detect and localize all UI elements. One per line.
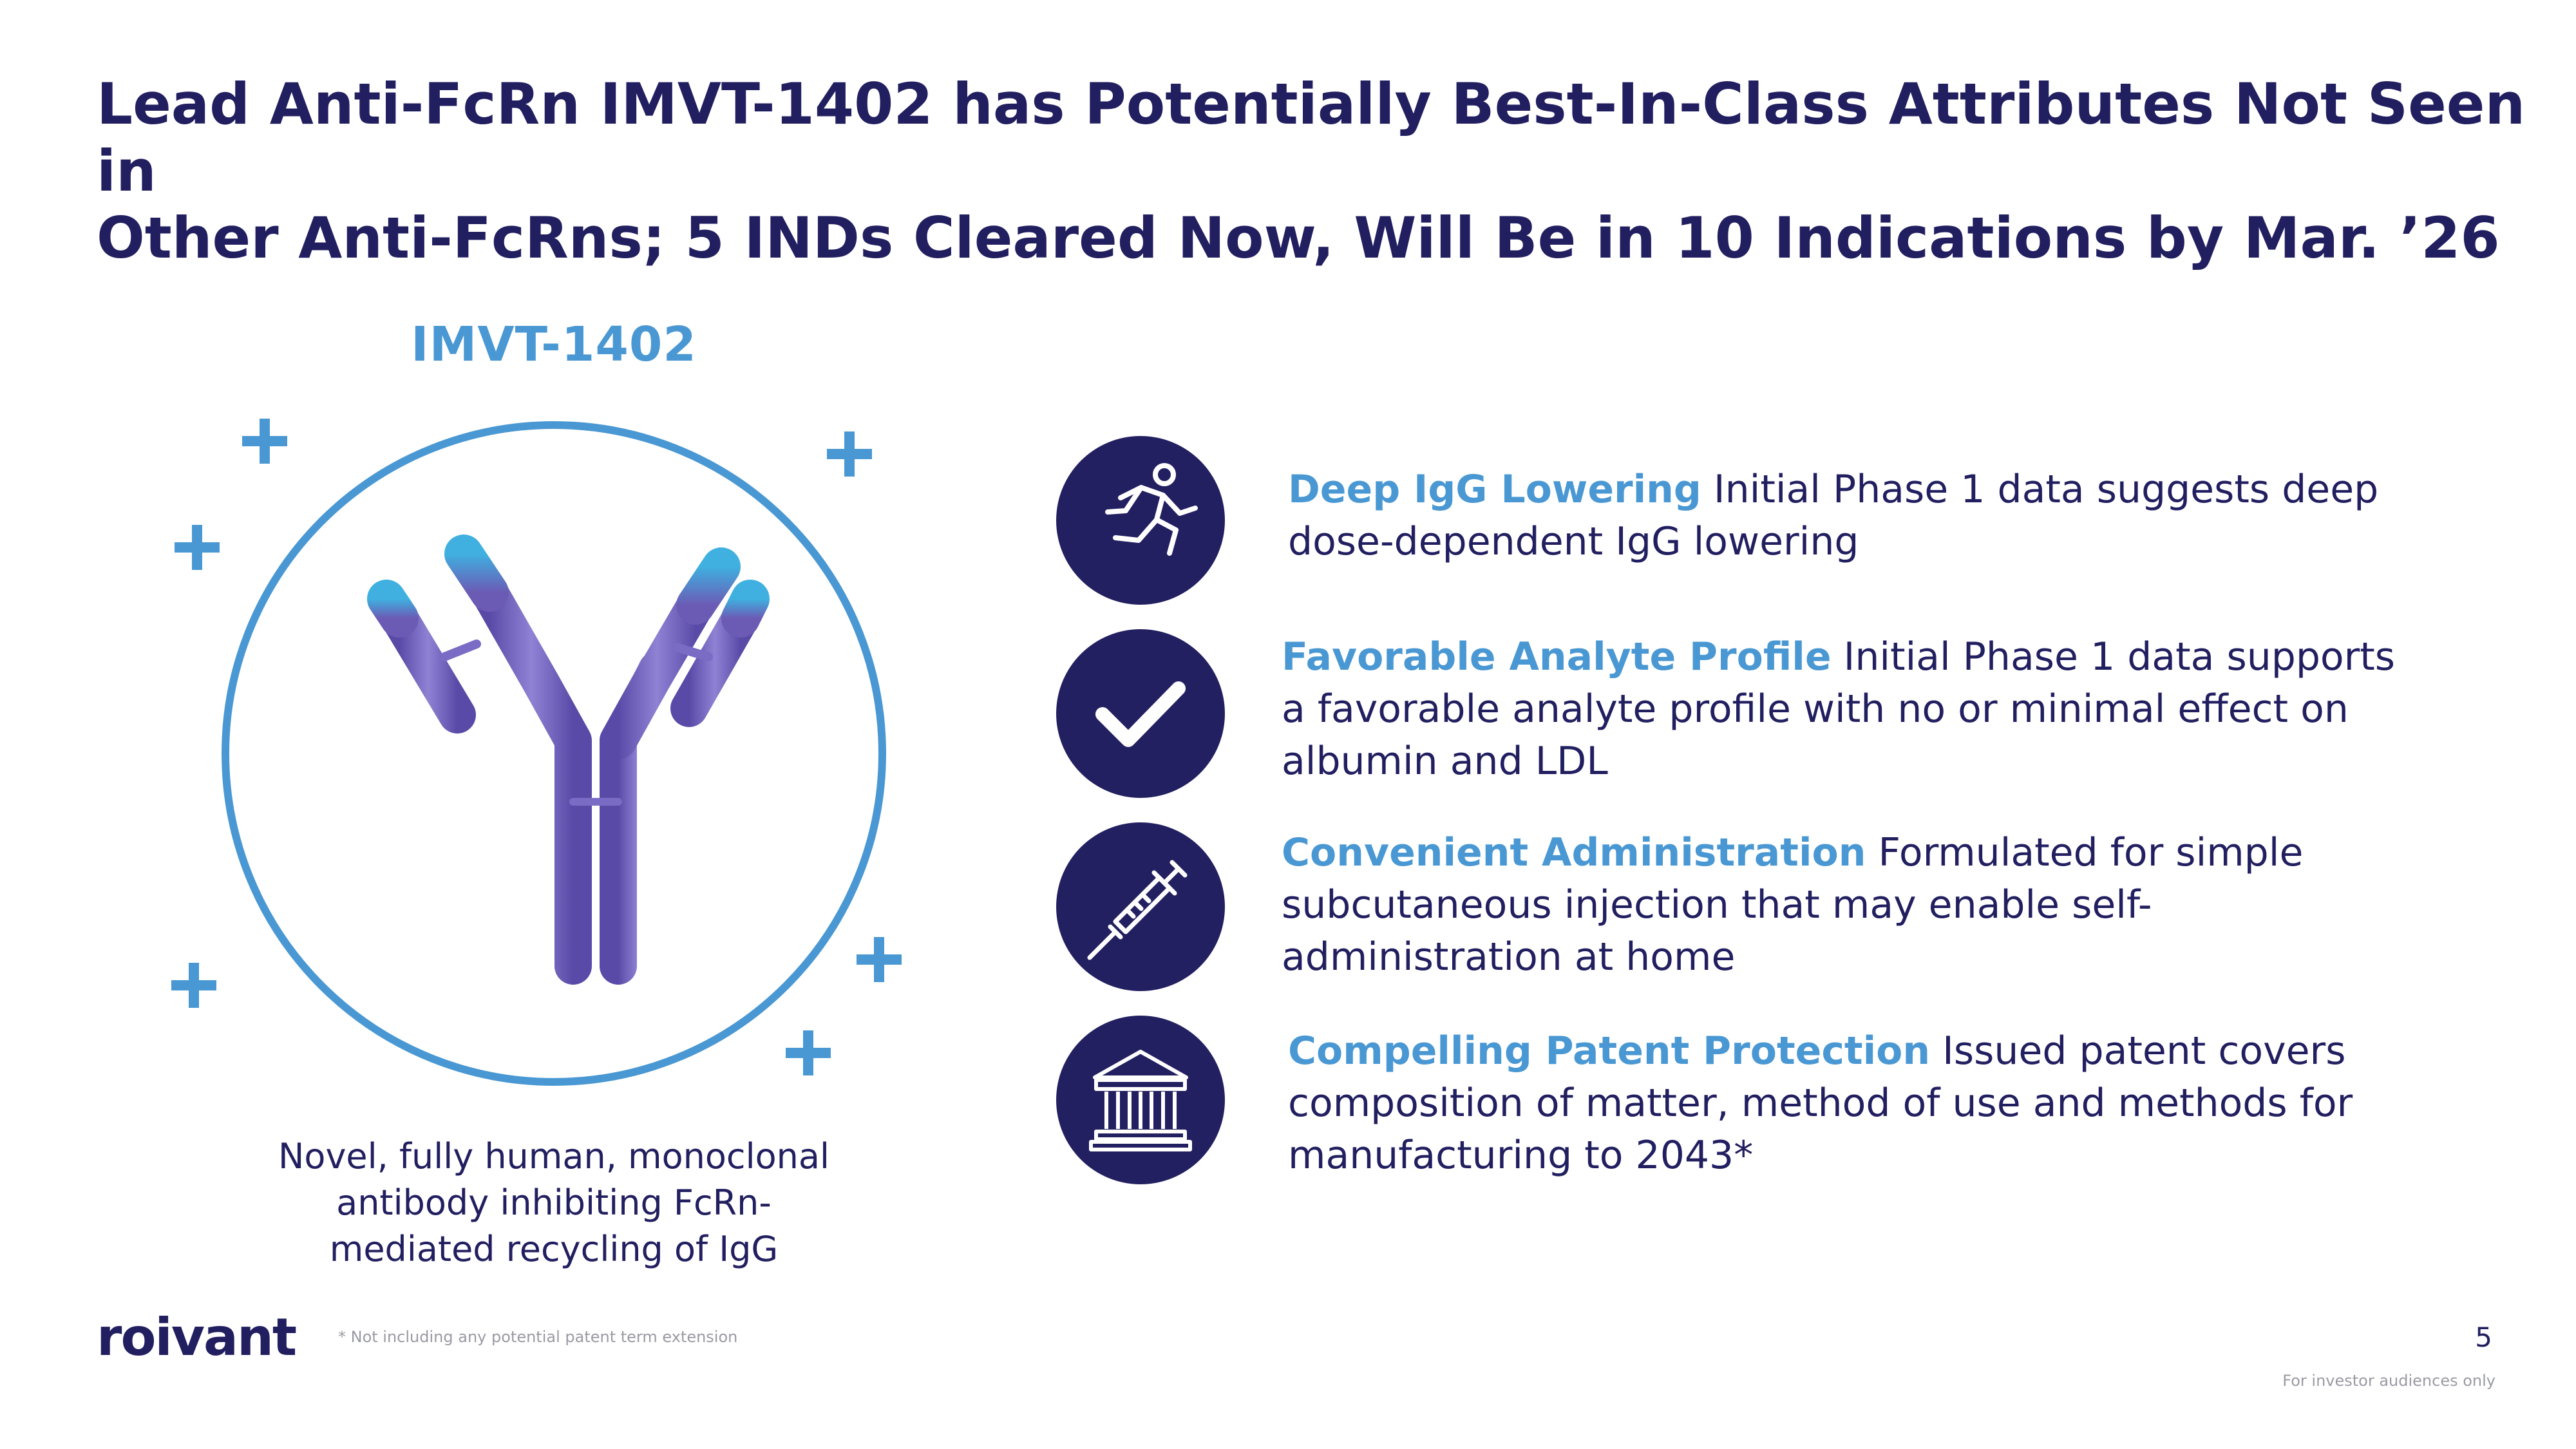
running-person-icon: [1105, 463, 1198, 556]
page-number: 5: [2475, 1321, 2492, 1353]
feature-patent-protection: Compelling Patent Protection Issued pate…: [1288, 1025, 2353, 1182]
feature-line: composition of matter, method of use and…: [1288, 1081, 2353, 1126]
feature-analyte-profile: Favorable Analyte Profile Initial Phase …: [1282, 631, 2395, 788]
hero-caption: Novel, fully human, monoclonal antibody …: [245, 1133, 863, 1273]
plus-icons: [171, 419, 902, 1075]
feature-icon-circle: [1056, 1016, 1225, 1184]
footnote: * Not including any potential patent ter…: [338, 1328, 738, 1346]
feature-line: a favorable analyte profile with no or m…: [1282, 687, 2349, 732]
bank-building-icon: [1089, 1050, 1192, 1151]
drug-name-label: IMVT-1402: [411, 317, 697, 372]
feature-line: administration at home: [1282, 934, 1736, 980]
feature-heading: Convenient Administration: [1282, 830, 1866, 875]
feature-body: Issued patent covers: [1942, 1028, 2346, 1074]
feature-line: Compelling Patent Protection Issued pate…: [1288, 1025, 2353, 1077]
feature-body: Formulated for simple: [1878, 830, 2304, 875]
plus-icon: [786, 1030, 831, 1075]
feature-line: dose-dependent IgG lowering: [1288, 519, 1859, 564]
slide-title-line-1: Lead Anti-FcRn IMVT-1402 has Potentially…: [97, 71, 2526, 204]
hero-circle: [222, 421, 886, 1086]
feature-body: Initial Phase 1 data supports: [1843, 634, 2396, 679]
plus-icon: [171, 963, 216, 1008]
roivant-logo: roivant: [97, 1307, 297, 1367]
feature-line: Favorable Analyte Profile Initial Phase …: [1282, 631, 2395, 683]
syringe-icon: [1087, 860, 1188, 960]
plus-icon: [242, 419, 287, 464]
feature-heading: Deep IgG Lowering: [1288, 467, 1701, 512]
feature-heading: Favorable Analyte Profile: [1282, 634, 1832, 679]
plus-icon: [175, 525, 220, 570]
antibody-icon: [367, 535, 770, 985]
feature-line: manufacturing to 2043*: [1288, 1133, 1754, 1178]
feature-body: Initial Phase 1 data suggests deep: [1713, 467, 2379, 512]
audience-note: For investor audiences only: [2282, 1372, 2496, 1390]
feature-line: albumin and LDL: [1282, 739, 1608, 784]
hero-caption-line: antibody inhibiting FcRn-: [336, 1182, 772, 1223]
feature-convenient-admin: Convenient Administration Formulated for…: [1282, 827, 2303, 983]
feature-icon-circle: [1056, 629, 1225, 798]
feature-heading: Compelling Patent Protection: [1288, 1028, 1931, 1074]
slide-title-line-2: Other Anti-FcRns; 5 INDs Cleared Now, Wi…: [97, 205, 2500, 271]
feature-line: Convenient Administration Formulated for…: [1282, 827, 2303, 879]
feature-icon-circle: [1056, 436, 1225, 605]
feature-line: Deep IgG Lowering Initial Phase 1 data s…: [1288, 464, 2378, 516]
feature-deep-igg: Deep IgG Lowering Initial Phase 1 data s…: [1288, 464, 2378, 568]
plus-icon: [827, 431, 872, 477]
hero-caption-line: mediated recycling of IgG: [329, 1229, 779, 1269]
slide-title: Lead Anti-FcRn IMVT-1402 has Potentially…: [97, 71, 2531, 272]
checkmark-icon: [1095, 681, 1186, 747]
plus-icon: [857, 937, 902, 982]
hero-caption-line: Novel, fully human, monoclonal: [278, 1136, 829, 1177]
feature-line: subcutaneous injection that may enable s…: [1282, 882, 2152, 927]
feature-icon-circle: [1056, 822, 1225, 991]
